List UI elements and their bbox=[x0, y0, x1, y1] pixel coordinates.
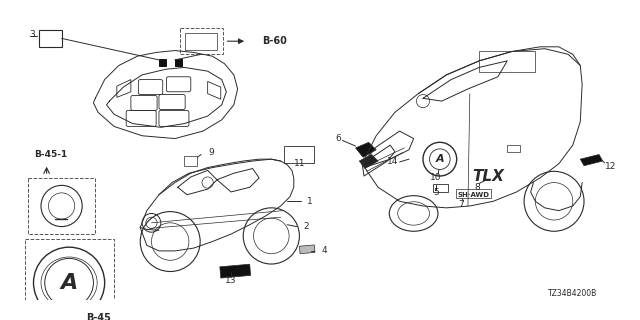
Text: 7: 7 bbox=[458, 200, 464, 209]
Text: 12: 12 bbox=[605, 162, 616, 171]
Bar bbox=[28, 178, 95, 234]
Text: 13: 13 bbox=[225, 276, 237, 285]
Bar bbox=[220, 264, 251, 278]
Text: 1: 1 bbox=[307, 197, 312, 206]
Text: A: A bbox=[436, 154, 444, 164]
Bar bbox=[180, 28, 223, 54]
Text: 2: 2 bbox=[303, 222, 308, 231]
Bar bbox=[25, 239, 114, 320]
Text: A: A bbox=[60, 273, 77, 293]
Bar bbox=[433, 183, 448, 192]
Text: 10: 10 bbox=[430, 173, 442, 182]
Bar bbox=[508, 145, 520, 152]
Polygon shape bbox=[356, 142, 376, 157]
Text: 8: 8 bbox=[474, 183, 480, 192]
Text: 4: 4 bbox=[322, 246, 328, 255]
Bar bbox=[284, 146, 314, 163]
Polygon shape bbox=[359, 155, 378, 169]
Text: B-60: B-60 bbox=[262, 36, 287, 46]
Bar bbox=[185, 33, 217, 50]
Bar bbox=[184, 156, 197, 166]
Text: SH·AWD: SH·AWD bbox=[458, 192, 490, 198]
Text: 3: 3 bbox=[30, 30, 35, 39]
Bar bbox=[39, 30, 61, 47]
Text: 5: 5 bbox=[433, 188, 439, 197]
Text: 9: 9 bbox=[209, 148, 214, 157]
Text: B-45-1: B-45-1 bbox=[35, 150, 68, 159]
Bar bbox=[479, 52, 535, 72]
Text: 14: 14 bbox=[387, 156, 399, 165]
Polygon shape bbox=[580, 155, 603, 166]
Bar bbox=[159, 59, 166, 66]
Text: 11: 11 bbox=[294, 159, 305, 168]
Bar bbox=[175, 59, 182, 66]
Text: B-45: B-45 bbox=[86, 313, 111, 320]
Text: 6: 6 bbox=[336, 134, 342, 143]
Bar bbox=[300, 245, 315, 254]
Text: TLX: TLX bbox=[472, 169, 504, 183]
Text: TZ34B4200B: TZ34B4200B bbox=[548, 289, 597, 298]
